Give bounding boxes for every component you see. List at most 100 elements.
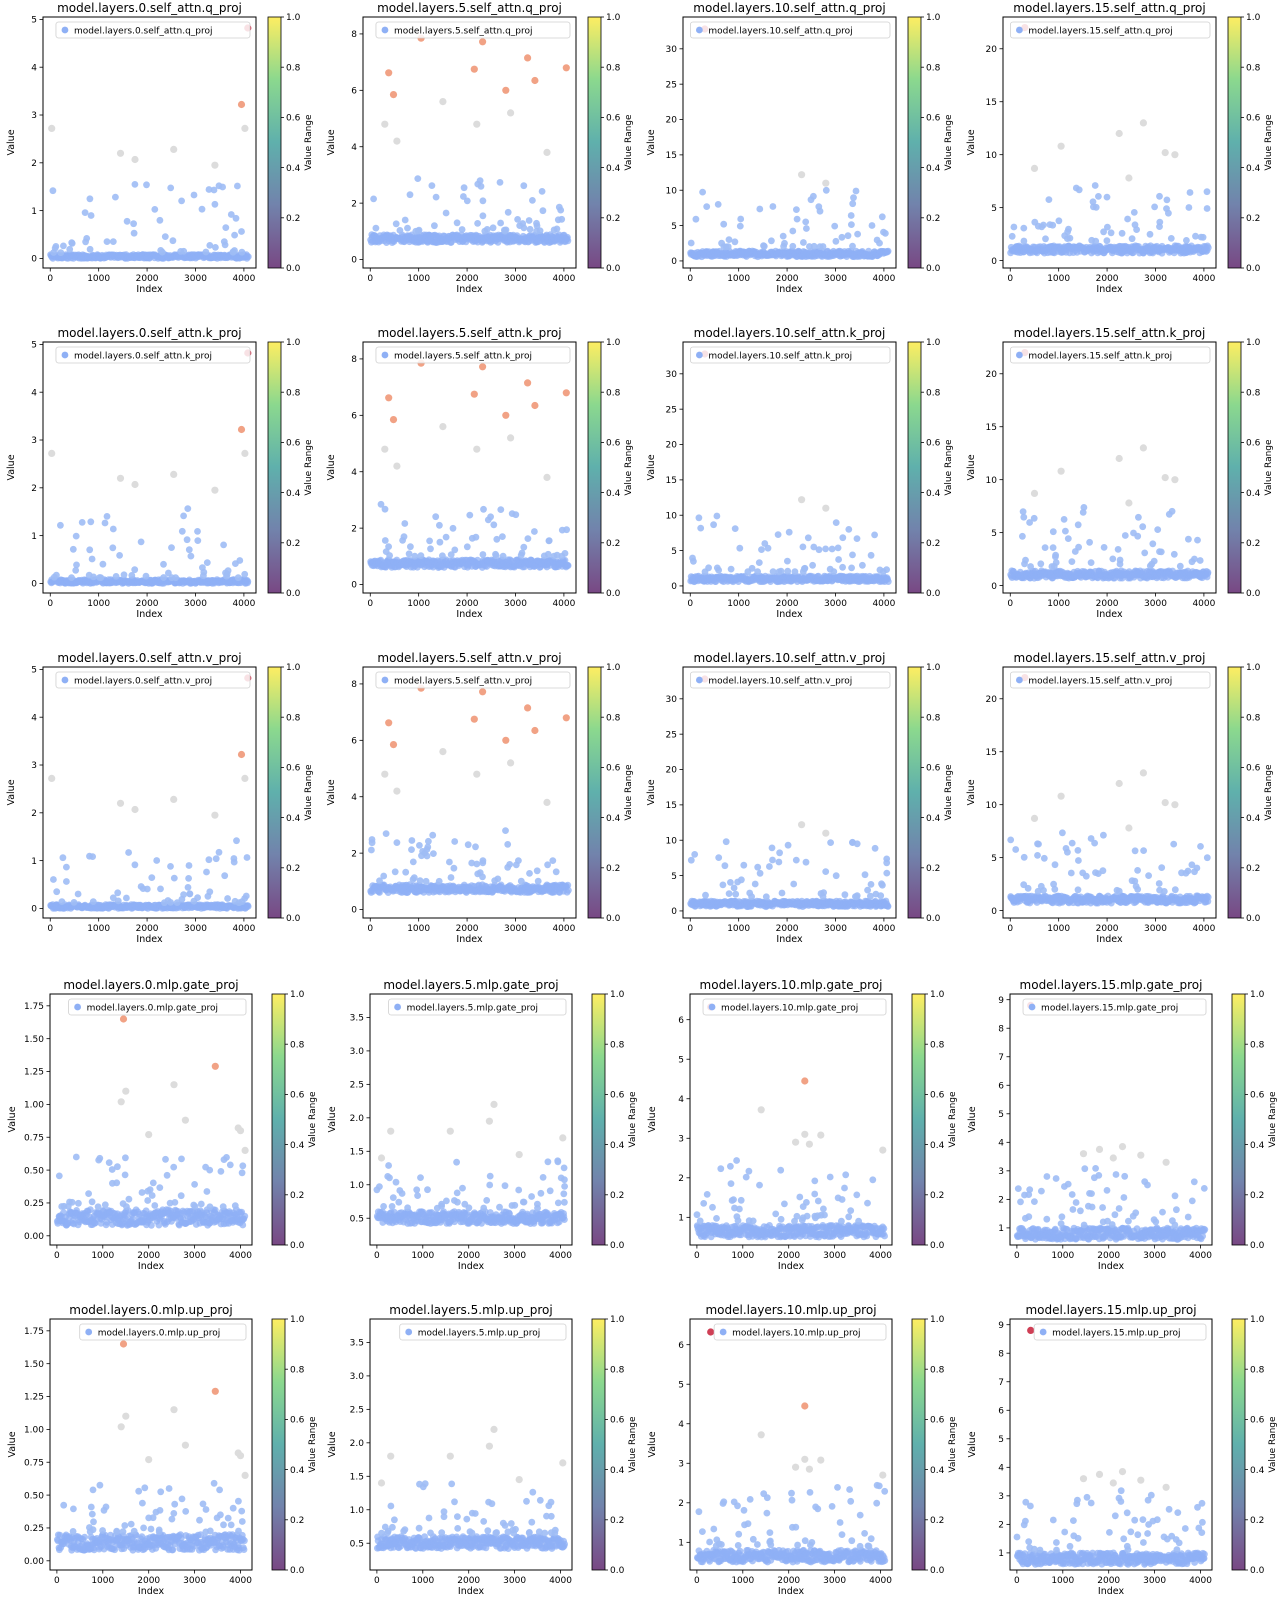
point — [1064, 535, 1072, 542]
legend-marker — [381, 676, 389, 684]
point — [806, 243, 813, 250]
point — [853, 840, 861, 848]
outlier-point — [389, 416, 398, 424]
point — [524, 535, 532, 542]
colorbar-tick-label: 0.0 — [606, 264, 621, 274]
scatter-points — [47, 349, 252, 587]
point — [1167, 235, 1175, 242]
point — [1191, 555, 1198, 563]
point — [427, 545, 434, 553]
point — [520, 543, 528, 551]
axes-frame — [682, 666, 897, 919]
x-tick-label: 3000 — [824, 599, 847, 609]
x-tick-label: 1000 — [407, 274, 430, 284]
colorbar-tick-label: 0.6 — [1246, 114, 1261, 124]
plot-title: model.layers.0.self_attn.k_proj — [57, 326, 241, 340]
point — [1019, 508, 1027, 515]
point — [114, 897, 122, 905]
point — [199, 564, 206, 571]
y-tick-label: 3 — [31, 761, 37, 771]
x-axis-label: Index — [1096, 284, 1123, 295]
outlier-point — [524, 379, 532, 387]
outlier-point — [1057, 142, 1065, 150]
point — [410, 874, 418, 882]
y-tick-label: 3 — [31, 111, 37, 121]
x-tick-label: 3000 — [824, 274, 847, 284]
point — [1199, 233, 1207, 241]
point — [1030, 514, 1038, 522]
point — [533, 219, 540, 227]
scatter-points — [1007, 349, 1212, 582]
colorbar-tick-label: 0.6 — [286, 764, 301, 774]
point — [1131, 221, 1139, 229]
outlier-point — [1057, 467, 1065, 475]
outlier-point — [531, 76, 539, 85]
point — [436, 538, 444, 546]
point — [1185, 204, 1193, 211]
point — [87, 518, 95, 526]
outlier-point — [798, 496, 806, 504]
point — [1041, 544, 1049, 551]
x-tick-label: 4000 — [1192, 599, 1215, 609]
outlier-point — [131, 805, 139, 814]
point — [442, 209, 450, 217]
point — [381, 505, 389, 513]
point — [167, 899, 175, 906]
point — [408, 846, 415, 853]
y-tick-label: 1 — [31, 857, 37, 867]
x-tick-label: 4000 — [232, 924, 255, 934]
point — [731, 525, 739, 532]
point — [86, 195, 94, 203]
colorbar-label: Value Range — [1264, 114, 1274, 171]
plot-title: model.layers.15.self_attn.k_proj — [1014, 326, 1206, 340]
point — [502, 827, 509, 834]
outlier-point — [439, 748, 447, 756]
point — [538, 188, 546, 195]
point — [128, 572, 136, 579]
colorbar-tick-label: 0.0 — [286, 589, 301, 599]
point — [87, 212, 95, 219]
point — [778, 889, 786, 897]
point — [761, 540, 769, 547]
point — [479, 551, 487, 558]
point — [430, 850, 437, 857]
point — [822, 545, 829, 553]
point — [70, 899, 78, 906]
point — [520, 182, 528, 190]
point — [167, 184, 175, 192]
point — [123, 894, 130, 902]
point — [468, 534, 476, 542]
point — [116, 552, 123, 559]
colorbar-tick-label: 0.2 — [606, 539, 620, 549]
y-axis-label: Value — [326, 779, 337, 805]
colorbar-tick-label: 0.8 — [926, 713, 941, 723]
colorbar-tick-label: 1.0 — [606, 13, 621, 23]
scatter-points — [47, 674, 252, 912]
point — [160, 560, 167, 568]
y-tick-label: 25 — [666, 80, 677, 90]
point — [820, 889, 827, 896]
point — [186, 890, 194, 898]
outlier-point — [237, 750, 246, 759]
point — [1107, 229, 1115, 237]
legend-marker — [696, 26, 703, 34]
point — [550, 226, 558, 234]
point — [878, 213, 886, 221]
point — [724, 243, 732, 251]
point — [157, 885, 164, 893]
point — [460, 193, 467, 200]
point — [534, 877, 542, 885]
point — [234, 574, 242, 582]
colorbar-tick-label: 0.4 — [926, 814, 941, 824]
point — [1021, 560, 1028, 568]
point — [63, 863, 70, 871]
point — [539, 207, 547, 215]
point — [844, 232, 852, 240]
point — [402, 868, 410, 876]
outlier-point — [385, 719, 393, 727]
point — [473, 860, 481, 868]
point — [1074, 521, 1082, 529]
point — [460, 184, 468, 192]
y-axis-label: Value — [326, 454, 337, 480]
point — [526, 870, 533, 877]
